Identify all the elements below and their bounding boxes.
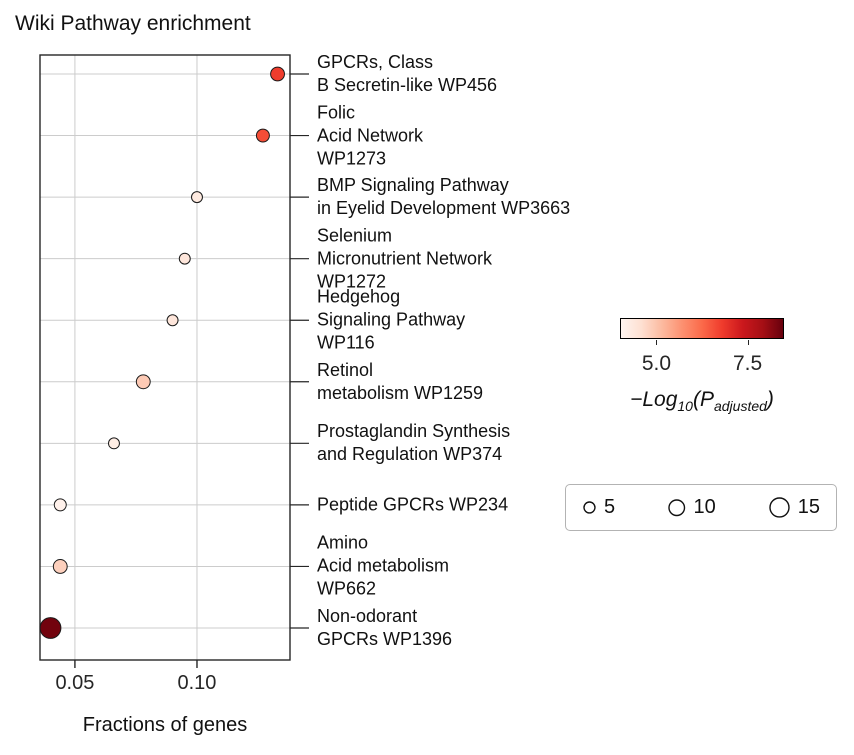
pathway-dot xyxy=(135,374,151,390)
size-legend-item: 5 xyxy=(582,496,615,519)
pathway-label-line: and Regulation WP374 xyxy=(317,444,503,465)
size-legend-item: 10 xyxy=(667,496,716,519)
size-legend-circle-icon xyxy=(583,501,596,514)
pathway-label-line: Folic xyxy=(317,102,356,123)
colorbar-tick-label: 7.5 xyxy=(732,352,763,375)
size-legend-circle xyxy=(583,501,596,514)
pathway-label: Prostaglandin Synthesis and Regulation WP… xyxy=(317,420,510,466)
x-tick-label: 0.05 xyxy=(55,672,95,694)
pathway-label-line: in Eyelid Development WP3663 xyxy=(317,198,571,219)
size-legend: 5 10 15 xyxy=(565,484,837,531)
pathway-dot xyxy=(107,437,120,450)
pathway-label: Non-odorant GPCRs WP1396 xyxy=(317,605,452,651)
colorbar-label-part: (P xyxy=(692,388,714,411)
size-legend-circle-icon xyxy=(769,497,790,518)
pathway-label: Selenium Micronutrient Network WP1272 xyxy=(317,224,492,293)
x-axis-label: Fractions of genes xyxy=(82,714,248,736)
pathway-dot xyxy=(191,191,203,204)
size-legend-circle-icon xyxy=(668,499,686,516)
pathway-label-line: WP116 xyxy=(317,332,375,353)
colorbar-label-part: ) xyxy=(766,388,774,411)
pathway-label-line: Peptide GPCRs WP234 xyxy=(317,494,509,515)
pathway-label-line: Acid Network xyxy=(317,125,424,146)
pathway-label-line: Micronutrient Network xyxy=(317,248,493,269)
pathway-dot xyxy=(255,128,270,143)
pathway-label: Retinol metabolism WP1259 xyxy=(317,359,483,405)
plot-frame xyxy=(39,54,291,661)
pathway-dot xyxy=(166,314,179,327)
pathway-dot xyxy=(39,617,62,639)
pathway-label-line: Acid metabolism xyxy=(317,555,450,576)
colorbar-tick-label: 5.0 xyxy=(641,352,672,375)
x-tick-label: 0.10 xyxy=(177,672,217,694)
pathway-label-line: Amino xyxy=(317,532,369,553)
colorbar-label: −Log10(Padjusted) xyxy=(552,388,852,414)
size-legend-circle xyxy=(668,499,686,516)
pathway-label-line: Prostaglandin Synthesis xyxy=(317,421,511,442)
pathway-label-line: WP1272 xyxy=(317,271,387,292)
size-legend-item: 15 xyxy=(768,496,820,519)
pathway-label: Amino Acid metabolism WP662 xyxy=(317,532,449,601)
chart-title: Wiki Pathway enrichment xyxy=(15,12,251,35)
pathway-label-line: metabolism WP1259 xyxy=(317,382,484,403)
pathway-label-line: GPCRs, Class xyxy=(317,52,434,72)
pathway-label: GPCRs, Class B Secretin-like WP456 xyxy=(317,51,497,97)
pathway-dot xyxy=(178,252,191,265)
pathway-dot xyxy=(53,498,67,512)
pathway-dot xyxy=(52,559,68,574)
pathway-label-line: Retinol xyxy=(317,359,374,380)
pathway-label: Peptide GPCRs WP234 xyxy=(317,493,508,516)
pathway-label-line: Selenium xyxy=(317,225,393,246)
pathway-label-line: BMP Signaling Pathway xyxy=(317,175,509,196)
pathway-label-line: Non-odorant xyxy=(317,606,418,626)
size-legend-value: 15 xyxy=(797,496,820,518)
colorbar-label-sub: adjusted xyxy=(713,398,767,415)
pathway-label: BMP Signaling Pathway in Eyelid Developme… xyxy=(317,174,570,220)
colorbar-tick-mark xyxy=(747,340,749,345)
size-legend-value: 10 xyxy=(693,496,716,518)
pathway-label-line: B Secretin-like WP456 xyxy=(317,75,498,95)
pathway-label-line: WP1273 xyxy=(317,148,387,169)
pathway-label: Folic Acid Network WP1273 xyxy=(317,101,423,170)
pathway-label-line: WP662 xyxy=(317,578,377,599)
colorbar-label-sub: 10 xyxy=(677,398,693,415)
colorbar-tick-mark xyxy=(656,340,658,345)
pathway-dot xyxy=(270,66,285,82)
pathway-label-line: Hedgehog xyxy=(317,286,401,307)
pathway-label: Hedgehog Signaling Pathway WP116 xyxy=(317,286,465,355)
colorbar-label-part: −Log xyxy=(630,388,678,411)
pathway-label-line: Signaling Pathway xyxy=(317,309,466,330)
pathway-label-line: GPCRs WP1396 xyxy=(317,629,453,649)
size-legend-circle xyxy=(769,497,790,518)
size-legend-value: 5 xyxy=(603,496,616,518)
colorbar xyxy=(620,318,784,339)
